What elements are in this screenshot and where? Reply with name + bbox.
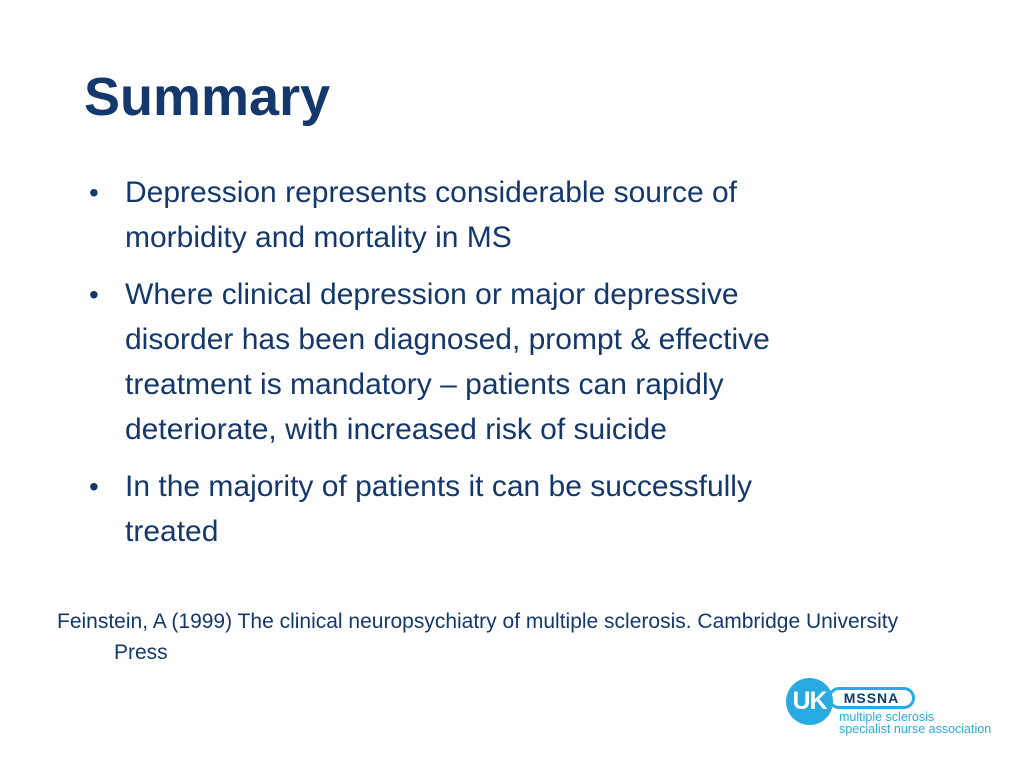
bullet-line: treatment is mandatory – patients can ra… <box>125 368 724 401</box>
logo-tagline-line-2: specialist nurse association <box>839 722 992 736</box>
reference-line-2: Press <box>114 641 168 664</box>
reference-citation: Feinstein, A (1999) The clinical neurops… <box>57 606 898 668</box>
bullet-item: • Depression represents considerable sou… <box>84 170 924 260</box>
bullet-icon: • <box>89 471 99 502</box>
mssna-logo: MSSNA UK multiple sclerosis specialist n… <box>786 676 1006 740</box>
reference-line-1: Feinstein, A (1999) The clinical neurops… <box>57 610 899 633</box>
bullet-icon: • <box>89 177 99 208</box>
mssna-badge-label: MSSNA <box>843 690 900 706</box>
bullet-line: Where clinical depression or major depre… <box>125 278 739 311</box>
bullet-line: Depression represents considerable sourc… <box>125 176 737 209</box>
uk-circle-icon: UK <box>786 678 833 725</box>
bullet-item: • In the majority of patients it can be … <box>84 464 924 554</box>
logo-tagline-line-1: multiple sclerosis <box>839 710 935 724</box>
bullet-line: In the majority of patients it can be su… <box>125 470 752 503</box>
bullet-text: Depression represents considerable sourc… <box>125 170 924 260</box>
bullet-text: In the majority of patients it can be su… <box>125 464 924 554</box>
uk-circle-label: UK <box>792 687 827 715</box>
bullet-line: morbidity and mortality in MS <box>125 221 512 254</box>
bullet-list: • Depression represents considerable sou… <box>84 170 924 566</box>
mssna-badge: MSSNA <box>828 687 915 709</box>
bullet-item: • Where clinical depression or major dep… <box>84 272 924 452</box>
page-title: Summary <box>84 67 331 127</box>
bullet-line: treated <box>125 515 219 548</box>
logo-tagline: multiple sclerosis specialist nurse asso… <box>839 710 992 736</box>
bullet-icon: • <box>89 279 99 310</box>
bullet-text: Where clinical depression or major depre… <box>125 272 924 452</box>
bullet-line: disorder has been diagnosed, prompt & ef… <box>125 323 770 356</box>
bullet-line: deteriorate, with increased risk of suic… <box>125 413 667 446</box>
